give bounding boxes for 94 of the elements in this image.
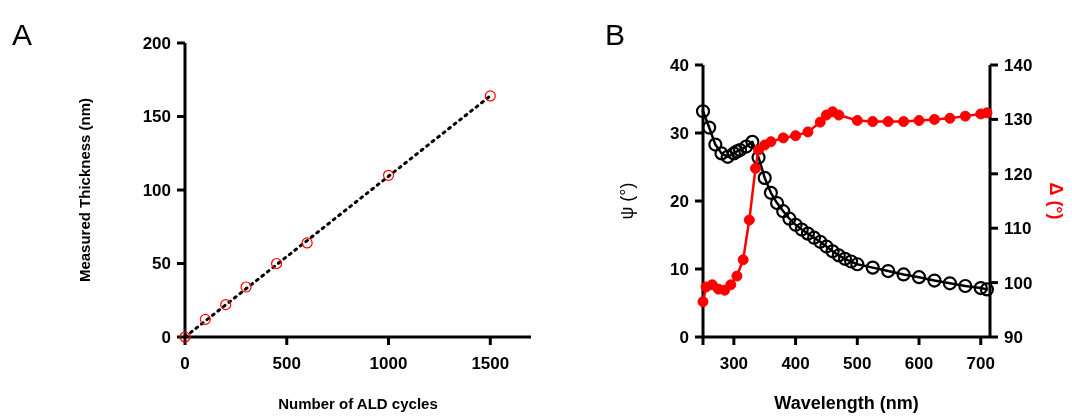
point <box>788 217 803 232</box>
point <box>763 185 778 200</box>
point <box>270 257 283 270</box>
point <box>220 299 232 311</box>
y2-tick-label: 120 <box>1004 164 1033 184</box>
point <box>882 116 894 128</box>
point <box>726 146 741 161</box>
y-tick-label: 30 <box>670 123 689 143</box>
x-tick-label: 1500 <box>471 354 510 373</box>
point <box>831 248 846 263</box>
point <box>959 110 971 122</box>
x-tick-label: 700 <box>966 354 995 373</box>
x-tick-label: 600 <box>904 354 934 373</box>
point <box>757 170 772 185</box>
x-axis-title: Number of ALD cycles <box>278 395 438 412</box>
point <box>240 281 252 293</box>
y2-axis-title: Δ (°) <box>1046 182 1066 220</box>
point <box>837 251 853 266</box>
point <box>981 107 993 119</box>
point <box>301 237 313 249</box>
point <box>851 114 863 126</box>
point <box>881 263 896 279</box>
point <box>731 270 743 282</box>
point <box>979 282 995 297</box>
point <box>928 113 940 125</box>
point <box>898 116 910 128</box>
y-tick-label: 150 <box>142 107 171 127</box>
point <box>813 234 828 249</box>
point <box>720 149 735 164</box>
x-tick-label: 1000 <box>369 354 408 373</box>
point <box>708 137 723 152</box>
point <box>944 112 956 124</box>
x-axis-title: Wavelength (nm) <box>774 393 919 413</box>
y2-tick-label: 100 <box>1004 273 1033 293</box>
point <box>833 109 845 121</box>
point <box>844 254 859 269</box>
point <box>807 230 822 245</box>
point <box>769 195 785 211</box>
point <box>751 150 766 165</box>
point <box>794 222 809 237</box>
point <box>942 276 957 291</box>
point <box>199 313 211 325</box>
point <box>867 116 879 128</box>
point <box>725 279 737 291</box>
point <box>819 239 834 254</box>
point <box>695 104 711 119</box>
point <box>802 126 814 138</box>
y-tick-label: 20 <box>670 191 689 211</box>
point <box>790 130 802 142</box>
point <box>865 260 880 275</box>
y-tick-label: 50 <box>152 254 171 274</box>
y-tick-label: 200 <box>142 33 171 53</box>
point <box>737 254 749 266</box>
point <box>958 278 973 294</box>
point <box>765 136 777 148</box>
y-tick-label: 100 <box>142 180 171 200</box>
y2-tick-label: 90 <box>1004 327 1023 347</box>
y-axis-title: Measured Thickness (nm) <box>76 97 93 283</box>
point <box>743 214 755 226</box>
point <box>911 270 927 285</box>
point <box>913 114 925 126</box>
point <box>800 226 816 241</box>
x-tick-label: 0 <box>180 354 190 373</box>
y-tick-label: 40 <box>670 55 689 75</box>
chart-title: A <box>12 18 33 51</box>
y2-tick-label: 130 <box>1004 110 1033 130</box>
point <box>484 90 496 102</box>
point <box>745 134 760 149</box>
y-tick-label: 0 <box>679 327 689 347</box>
point <box>814 116 826 128</box>
point <box>850 257 865 272</box>
x-tick-label: 500 <box>272 354 301 373</box>
point <box>782 211 797 226</box>
point <box>777 132 789 144</box>
point <box>697 296 709 308</box>
y-tick-label: 10 <box>670 259 689 279</box>
point <box>927 273 942 288</box>
point <box>714 146 729 161</box>
x-tick-label: 500 <box>843 354 872 373</box>
y2-tick-label: 140 <box>1004 55 1033 75</box>
point <box>702 120 717 135</box>
point <box>776 204 791 219</box>
x-tick-label: 400 <box>781 354 810 373</box>
point <box>896 267 911 282</box>
point <box>825 244 840 259</box>
point <box>739 139 754 154</box>
point <box>749 162 761 174</box>
x-tick-label: 300 <box>719 354 749 373</box>
point <box>973 280 988 296</box>
y-axis-title: ψ (°) <box>617 182 637 220</box>
y-tick-label: 0 <box>161 327 171 347</box>
chart-title: B <box>605 18 626 51</box>
point <box>382 169 395 181</box>
y2-tick-label: 110 <box>1004 219 1032 239</box>
